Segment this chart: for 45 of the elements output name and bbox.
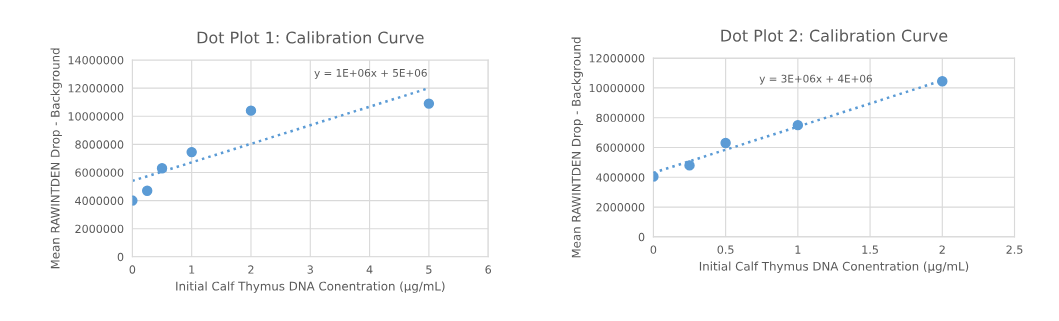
point <box>245 105 257 116</box>
y-axis-title: Mean RAWINTDEN Drop - Background <box>571 37 583 258</box>
point <box>792 119 804 131</box>
point <box>423 98 435 109</box>
x-tick-label: 5 <box>426 265 432 274</box>
y-tick-label: 12000000 <box>589 54 645 63</box>
point <box>720 137 731 149</box>
y-tick-label: 2000000 <box>596 203 645 212</box>
point <box>141 185 153 196</box>
y-tick-label: 12000000 <box>68 84 124 93</box>
x-tick-label: 1 <box>795 245 801 254</box>
x-tick-label: 4 <box>366 265 373 274</box>
y-tick-label: 2000000 <box>75 224 124 234</box>
chart-title: Dot Plot 2: Calibration Curve <box>721 29 948 42</box>
x-tick-label: 1.5 <box>862 245 878 254</box>
x-axis-title: Initial Calf Thymus DNA Conentration (µg/mL) <box>699 261 969 273</box>
y-tick-label: 4000000 <box>75 196 124 205</box>
annotation: y = 3E+06x + 4E+06 <box>759 74 872 85</box>
x-tick-label: 2 <box>939 245 945 254</box>
point <box>684 160 695 171</box>
y-tick-label: 8000000 <box>596 113 645 123</box>
y-tick-label: 6000000 <box>75 168 124 177</box>
x-tick-label: 0 <box>129 265 136 274</box>
y-tick-label: 10000000 <box>589 83 645 93</box>
point <box>937 75 948 87</box>
point <box>156 163 168 174</box>
x-tick-label: 1 <box>189 265 195 274</box>
y-axis-title: Mean RAWINTDEN Drop - Background <box>50 48 62 269</box>
y-tick-label: 4000000 <box>596 173 645 182</box>
y-tick-label: 14000000 <box>68 56 124 65</box>
y-tick-label: 0 <box>638 232 645 242</box>
x-tick-label: 0.5 <box>717 245 734 254</box>
chart-title: Dot Plot 1: Calibration Curve <box>197 31 424 44</box>
x-axis-title: Initial Calf Thymus DNA Conentration (µg/mL) <box>176 281 445 293</box>
point <box>186 146 197 158</box>
y-tick-label: 8000000 <box>75 140 124 149</box>
y-tick-label: 6000000 <box>596 143 645 152</box>
x-tick-label: 3 <box>307 265 313 274</box>
x-tick-label: 6 <box>485 265 492 274</box>
x-tick-label: 2 <box>248 265 254 274</box>
x-tick-label: 2.5 <box>1006 245 1023 254</box>
annotation: y = 1E+06x + 5E+06 <box>314 68 427 79</box>
x-tick-label: 0 <box>650 245 657 254</box>
y-tick-label: 0 <box>117 252 124 262</box>
y-tick-label: 10000000 <box>68 112 124 121</box>
